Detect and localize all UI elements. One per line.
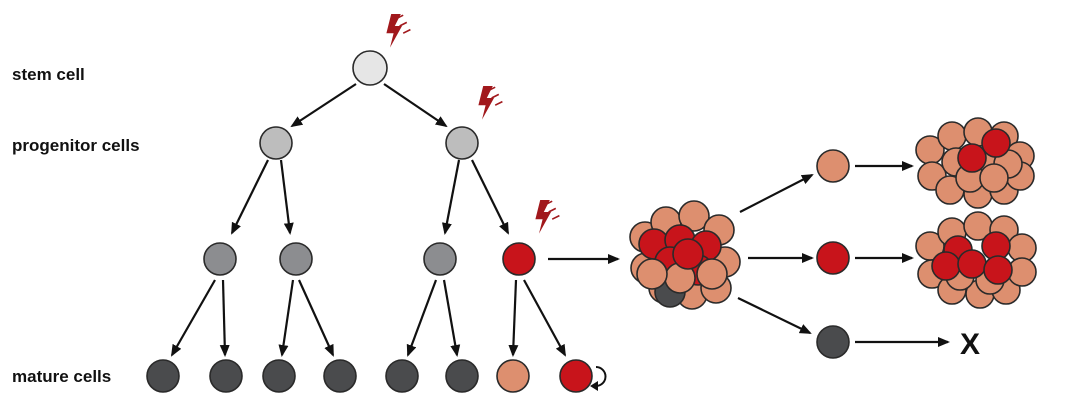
mature-cell-peach bbox=[496, 359, 530, 393]
tumor-cluster bbox=[629, 200, 741, 310]
mature-cell bbox=[445, 359, 479, 393]
mature-cell bbox=[262, 359, 296, 393]
lightning-bolt-ray bbox=[491, 93, 500, 99]
cell-nodes bbox=[146, 50, 850, 393]
label-progenitor-cells: progenitor cells bbox=[12, 136, 140, 155]
cluster-cell bbox=[672, 238, 704, 270]
lightning-bolt-icon bbox=[535, 200, 551, 234]
intermediate-cell bbox=[279, 242, 313, 276]
lightning-bolt-icon bbox=[478, 86, 494, 120]
lightning-bolt-ray bbox=[551, 214, 560, 220]
intermediate-cell bbox=[423, 242, 457, 276]
cluster-cell bbox=[983, 255, 1013, 285]
lightning-bolt-ray bbox=[395, 14, 404, 20]
lightning-bolt-ray bbox=[399, 21, 408, 27]
cluster-cell bbox=[931, 251, 961, 281]
mature-cell bbox=[209, 359, 243, 393]
lightning-bolt-ray bbox=[494, 100, 503, 106]
circular-arrow-icon bbox=[590, 366, 607, 391]
cluster-cell bbox=[957, 249, 987, 279]
mature-cell bbox=[385, 359, 419, 393]
lightning-bolt-ray bbox=[548, 207, 557, 213]
lightning-bolt-ray bbox=[487, 86, 496, 92]
dead-end-x: X bbox=[960, 328, 980, 361]
cluster-cell bbox=[636, 258, 668, 290]
lightning-bolt-icon bbox=[386, 14, 402, 48]
cluster-cell bbox=[979, 163, 1009, 193]
lightning-bolt-ray bbox=[544, 200, 553, 206]
mature-cell bbox=[323, 359, 357, 393]
label-mature-cells: mature cells bbox=[12, 367, 111, 386]
intermediate-cell bbox=[203, 242, 237, 276]
mutated-cell bbox=[502, 242, 536, 276]
stem-cell bbox=[352, 50, 388, 86]
lightning-bolt-ray bbox=[402, 28, 411, 34]
mutation-bolts bbox=[386, 14, 560, 234]
cluster-cell bbox=[981, 128, 1011, 158]
tumor-cluster-top bbox=[915, 117, 1035, 209]
cluster-cell bbox=[957, 143, 987, 173]
branch-cell-peach bbox=[816, 149, 850, 183]
cluster-cell bbox=[678, 200, 710, 232]
branch-cell-dark bbox=[816, 325, 850, 359]
tumor-cluster-bottom bbox=[915, 211, 1037, 309]
mature-cell-red bbox=[559, 359, 593, 393]
mature-cell bbox=[146, 359, 180, 393]
branch-cell-red bbox=[816, 241, 850, 275]
progenitor-cell bbox=[445, 126, 479, 160]
cluster-cell bbox=[696, 258, 728, 290]
cluster-cell bbox=[937, 121, 967, 151]
progenitor-cell bbox=[259, 126, 293, 160]
arrows bbox=[171, 83, 950, 357]
label-stem-cell: stem cell bbox=[12, 65, 85, 84]
